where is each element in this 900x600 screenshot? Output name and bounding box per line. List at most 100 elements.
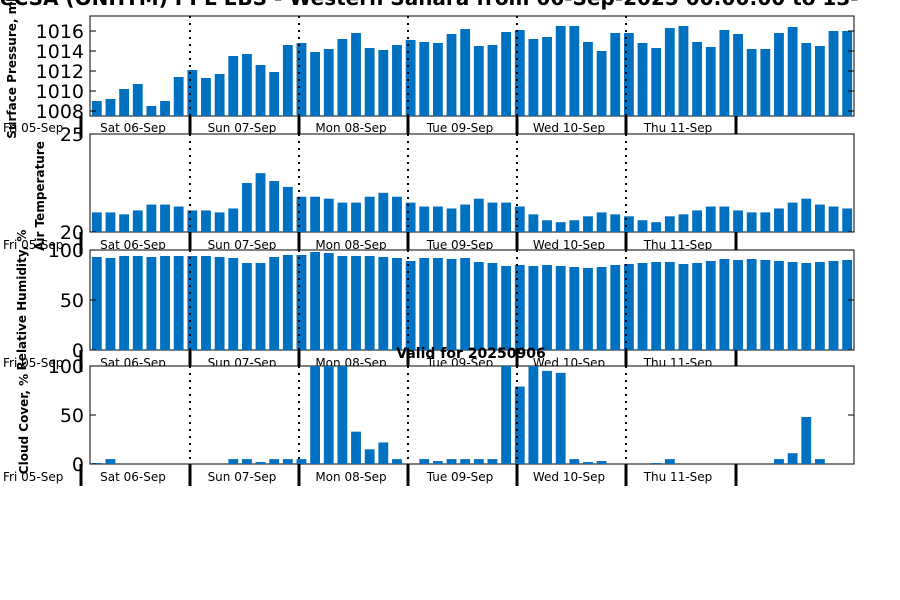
- bar: [282, 255, 293, 350]
- bar: [473, 198, 484, 232]
- bar: [760, 212, 771, 232]
- bar: [296, 196, 307, 232]
- bar: [555, 266, 566, 350]
- bar: [814, 262, 825, 350]
- bar: [419, 42, 430, 116]
- bar: [787, 262, 798, 350]
- bar: [241, 263, 252, 350]
- bar: [187, 70, 198, 116]
- bar: [228, 459, 239, 464]
- bar: [596, 212, 607, 232]
- bar: [678, 264, 689, 350]
- bar: [201, 256, 211, 350]
- bar: [269, 459, 280, 464]
- bar: [719, 206, 730, 232]
- x-tick-label: Sun 07-Sep: [208, 121, 277, 135]
- bar: [828, 261, 839, 350]
- x-tick-label: Wed 10-Sep: [533, 238, 605, 252]
- bar: [760, 49, 771, 116]
- x-start-label: Fri 05-Sep: [3, 356, 63, 370]
- bar: [105, 459, 116, 464]
- bar: [446, 34, 457, 116]
- bar: [555, 222, 566, 232]
- bar: [105, 258, 116, 350]
- bar: [105, 99, 116, 116]
- bar: [228, 56, 239, 116]
- bar: [160, 256, 170, 350]
- bar: [569, 220, 580, 232]
- bar: [378, 50, 389, 116]
- bar: [392, 45, 402, 116]
- bar: [201, 210, 211, 232]
- bar: [746, 259, 757, 350]
- x-tick-label: Sat 06-Sep: [100, 238, 166, 252]
- bar: [364, 48, 375, 116]
- x-start-label: Fri 05-Sep: [3, 121, 63, 135]
- bar: [787, 27, 798, 116]
- bar: [555, 372, 566, 464]
- bar: [282, 459, 293, 464]
- bar: [583, 268, 593, 350]
- x-tick-label: Sat 06-Sep: [100, 470, 166, 484]
- bar: [842, 31, 853, 116]
- bar: [651, 222, 662, 232]
- x-tick-label: Sun 07-Sep: [208, 470, 277, 484]
- x-tick-label: Mon 08-Sep: [315, 470, 386, 484]
- bar: [542, 370, 552, 464]
- bar: [146, 257, 157, 350]
- bar: [542, 37, 552, 116]
- bar: [637, 263, 648, 350]
- bar: [787, 453, 798, 464]
- bar: [337, 39, 348, 116]
- bar: [569, 267, 580, 350]
- bar: [623, 216, 634, 232]
- x-tick-label: Sun 07-Sep: [208, 238, 277, 252]
- y-tick-label: 1010: [36, 81, 84, 103]
- bar: [583, 42, 593, 116]
- bar: [514, 206, 525, 232]
- bar: [746, 212, 757, 232]
- bar: [160, 101, 170, 116]
- bar: [501, 32, 512, 116]
- bar: [664, 262, 675, 350]
- bar: [392, 258, 402, 350]
- y-tick-label: 25: [60, 124, 84, 146]
- bar: [473, 262, 484, 350]
- bar: [514, 386, 525, 464]
- bar: [692, 210, 703, 232]
- bar: [678, 214, 689, 232]
- bar: [405, 261, 416, 350]
- bar: [487, 202, 498, 232]
- bar: [255, 65, 266, 116]
- bar: [460, 258, 471, 350]
- y-tick-label: 1016: [36, 21, 84, 43]
- bar: [801, 43, 812, 116]
- bar: [651, 48, 662, 116]
- bar: [310, 252, 321, 350]
- bar: [801, 198, 812, 232]
- bar: [296, 255, 307, 350]
- bar: [446, 459, 457, 464]
- bar: [542, 220, 552, 232]
- bar: [310, 52, 321, 116]
- bar: [351, 202, 361, 232]
- bar: [378, 192, 389, 232]
- bar: [569, 26, 580, 116]
- bar: [255, 263, 266, 350]
- bar: [828, 206, 839, 232]
- bar: [91, 463, 102, 464]
- bar: [296, 459, 307, 464]
- y-tick-label: 100: [48, 240, 84, 262]
- bar: [337, 202, 348, 232]
- bar: [323, 253, 334, 350]
- x-tick-label: Tue 09-Sep: [426, 121, 494, 135]
- bar: [746, 49, 757, 116]
- bar: [132, 84, 143, 116]
- bar: [774, 33, 784, 116]
- bar: [378, 257, 389, 350]
- bar: [323, 366, 334, 464]
- bar: [282, 45, 293, 116]
- bar: [460, 204, 471, 232]
- y-tick-label: 50: [60, 405, 84, 427]
